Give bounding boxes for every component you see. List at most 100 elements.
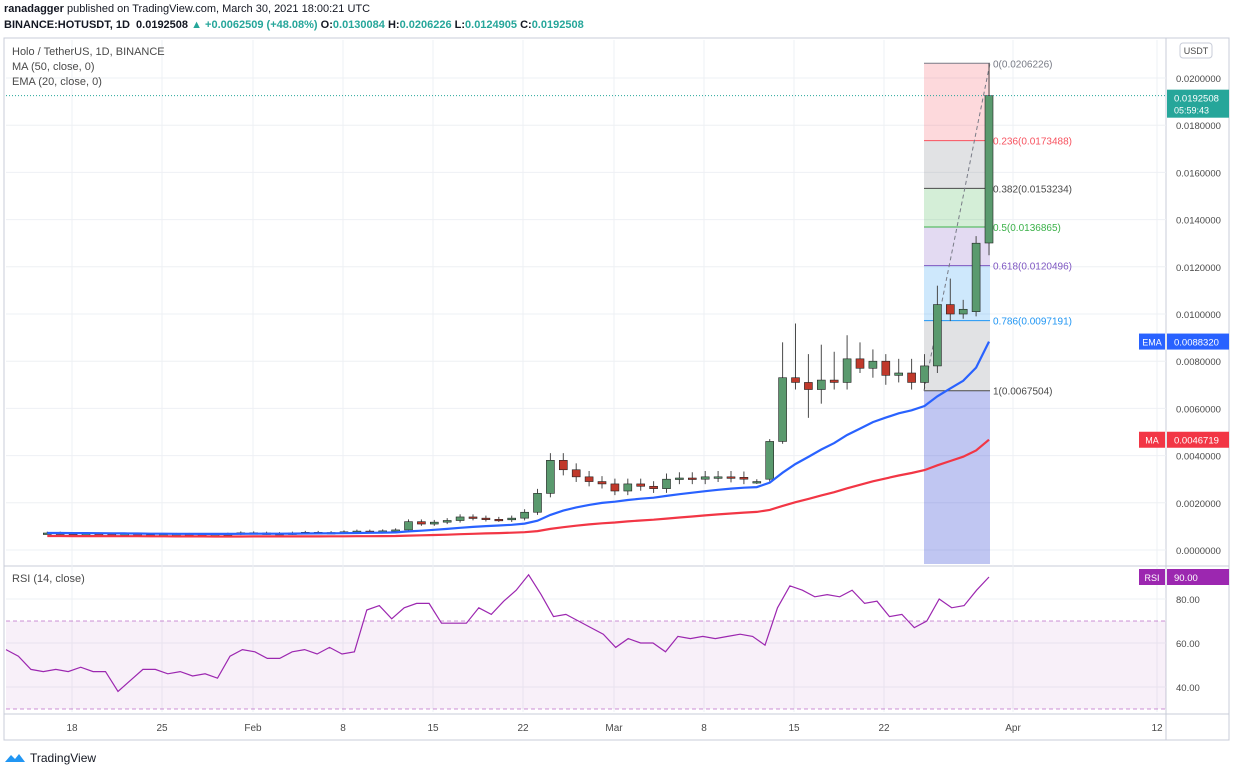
badge-bg [1167, 333, 1229, 350]
price-tick-label: 0.0000000 [1176, 546, 1221, 557]
price-tick-label: 0.0080000 [1176, 357, 1221, 368]
candle-body [829, 379, 839, 383]
fib-label-0: 0(0.0206226) [993, 59, 1053, 70]
candle-body [855, 358, 865, 369]
price-tick-label: 0.0200000 [1176, 74, 1221, 85]
author[interactable]: ranadagger [4, 3, 64, 15]
grid [6, 40, 1166, 712]
candle-body [417, 521, 426, 525]
time-tick-label: 15 [427, 723, 439, 734]
candle-body [842, 358, 852, 383]
candle-body [765, 441, 775, 480]
badge-value: 0.0088320 [1174, 338, 1219, 349]
candle-body [520, 511, 529, 519]
o-value: 0.0130084 [332, 19, 385, 31]
badge-value: 90.00 [1174, 573, 1198, 584]
price-tick-label: 0.0100000 [1176, 310, 1221, 321]
candle-body [984, 95, 994, 244]
chart-title: Holo / TetherUS, 1D, BINANCE [12, 46, 165, 58]
candle-body [610, 483, 620, 492]
candle-body [700, 476, 710, 480]
time-tick-label: 8 [701, 723, 707, 734]
candle-body [739, 477, 749, 480]
candle-body [455, 516, 465, 521]
candle-body [907, 372, 916, 383]
price-tick-label: 0.0180000 [1176, 121, 1221, 132]
fib-extension-zone [924, 390, 990, 564]
candle-body [623, 483, 633, 492]
price-tick-label: 0.0140000 [1176, 216, 1221, 227]
h-label: H: [387, 19, 400, 31]
rsi-legend[interactable]: RSI (14, close) [12, 573, 85, 585]
candle-body [933, 304, 942, 367]
c-label: C: [520, 19, 532, 31]
candle-body [752, 481, 762, 484]
time-tick-label: 15 [788, 723, 800, 734]
candle-body [791, 377, 800, 383]
ema-line [47, 341, 990, 536]
candle-body [920, 365, 929, 383]
ema-legend[interactable]: EMA (20, close, 0) [12, 76, 102, 88]
candle-body [507, 517, 517, 521]
badge-value: 0.0192508 [1174, 94, 1219, 105]
candle-body [468, 516, 478, 519]
symbol-info: BINANCE:HOTUSDT, 1D 0.0192508 ▲ +0.00625… [4, 19, 584, 31]
candle-body [481, 517, 491, 520]
rsi-tick-label: 40.00 [1176, 683, 1200, 694]
o-label: O: [320, 19, 333, 31]
candle-body [636, 483, 646, 487]
candle-body [597, 481, 607, 485]
candle-body [713, 476, 723, 479]
price-tick-label: 0.0120000 [1176, 263, 1221, 274]
indicator-lines [5, 95, 1166, 693]
candle-body [868, 360, 878, 369]
axes: 0.0200000 0.0180000 0.0160000 0.0140000 0.01… [66, 74, 1220, 734]
price-tick-label: 0.0160000 [1176, 168, 1221, 179]
up-arrow-icon: ▲ [191, 19, 202, 31]
candle-body [558, 460, 568, 471]
price-tick-label: 0.0060000 [1176, 404, 1221, 415]
h-value: 0.0206226 [399, 19, 452, 31]
brand-name: TradingView [30, 751, 97, 765]
badge-bg [1167, 569, 1229, 585]
candles [42, 63, 994, 537]
badge-label: MA [1145, 436, 1159, 446]
fib-zone-0.236 [924, 140, 990, 189]
fib-label-0.5: 0.5(0.0136865) [993, 223, 1061, 234]
time-tick-label: Apr [1005, 723, 1021, 734]
badge-value: 0.0046719 [1174, 436, 1219, 447]
time-tick-label: 18 [66, 723, 78, 734]
fib-label-0.618: 0.618(0.0120496) [993, 262, 1072, 273]
candle-body [894, 372, 904, 376]
rsi-band [6, 620, 1166, 710]
time-tick-label: 25 [156, 723, 168, 734]
candle-body [687, 477, 697, 480]
candle-body [404, 521, 413, 531]
candle-body [971, 242, 981, 312]
fib-label-1: 1(0.0067504) [993, 387, 1053, 398]
candle-body [675, 477, 684, 480]
candle-body [945, 304, 955, 315]
price: 0.0192508 [136, 19, 189, 31]
footer: TradingView [4, 751, 96, 765]
rsi-tick-label: 60.00 [1176, 639, 1200, 650]
candle-body [494, 519, 504, 522]
currency-badge[interactable] [1179, 42, 1213, 59]
candle-body [778, 377, 787, 442]
chart-frame [3, 37, 1230, 741]
currency-badge-text: USDT [1184, 46, 1209, 56]
ma-legend[interactable]: MA (50, close, 0) [12, 61, 95, 73]
ma-line [47, 438, 990, 538]
candle-body [726, 476, 736, 479]
published-text: published on TradingView.com, March 30, … [66, 3, 371, 15]
candle-body [662, 478, 671, 489]
publish-info: ranadagger published on TradingView.com,… [4, 3, 370, 15]
c-value: 0.0192508 [531, 19, 584, 31]
time-tick-label: 22 [878, 723, 890, 734]
price-tick-label: 0.0020000 [1176, 499, 1221, 510]
change: +0.0062509 (+48.08%) [205, 19, 318, 31]
badge-label: EMA [1142, 338, 1162, 348]
candle-body [533, 493, 542, 513]
